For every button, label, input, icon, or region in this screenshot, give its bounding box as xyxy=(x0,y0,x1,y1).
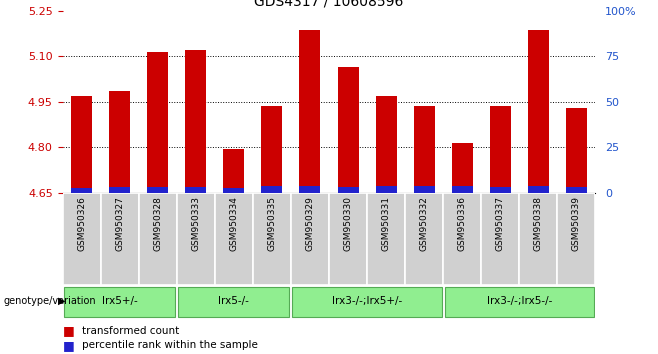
Bar xyxy=(186,50,206,193)
Bar xyxy=(109,91,130,193)
Bar xyxy=(63,193,101,285)
Text: GSM950332: GSM950332 xyxy=(420,196,428,251)
Bar xyxy=(71,188,92,193)
Bar xyxy=(64,287,175,317)
Bar xyxy=(101,193,139,285)
Bar xyxy=(71,96,92,193)
Bar xyxy=(261,185,282,193)
Text: GSM950337: GSM950337 xyxy=(496,196,505,251)
Bar xyxy=(490,106,511,193)
Bar xyxy=(445,287,594,317)
Bar xyxy=(338,188,359,193)
Text: lrx3-/-;lrx5-/-: lrx3-/-;lrx5-/- xyxy=(487,296,552,306)
Bar xyxy=(528,30,549,193)
Text: ■: ■ xyxy=(63,325,74,337)
Bar xyxy=(147,52,168,193)
Bar xyxy=(177,193,215,285)
Bar xyxy=(329,193,367,285)
Text: GSM950339: GSM950339 xyxy=(572,196,581,251)
Text: genotype/variation: genotype/variation xyxy=(3,296,96,306)
Bar xyxy=(566,108,587,193)
Bar xyxy=(261,106,282,193)
Text: transformed count: transformed count xyxy=(82,326,180,336)
Bar xyxy=(109,188,130,193)
Text: GSM950326: GSM950326 xyxy=(77,196,86,251)
Bar xyxy=(292,287,442,317)
Bar xyxy=(452,143,472,193)
Text: GSM950330: GSM950330 xyxy=(343,196,353,251)
Title: GDS4317 / 10608596: GDS4317 / 10608596 xyxy=(254,0,404,8)
Bar xyxy=(376,96,397,193)
Text: ■: ■ xyxy=(63,339,74,352)
Bar xyxy=(376,185,397,193)
Text: GSM950333: GSM950333 xyxy=(191,196,200,251)
Bar xyxy=(414,106,435,193)
Bar xyxy=(299,30,320,193)
Bar xyxy=(215,193,253,285)
Text: lrx5+/-: lrx5+/- xyxy=(102,296,138,306)
Text: ▶: ▶ xyxy=(58,296,65,306)
Text: GSM950327: GSM950327 xyxy=(115,196,124,251)
Bar xyxy=(291,193,329,285)
Bar xyxy=(452,185,472,193)
Bar xyxy=(253,193,291,285)
Text: GSM950338: GSM950338 xyxy=(534,196,543,251)
Bar xyxy=(139,193,177,285)
Bar xyxy=(414,185,435,193)
Bar xyxy=(443,193,481,285)
Text: lrx3-/-;lrx5+/-: lrx3-/-;lrx5+/- xyxy=(332,296,402,306)
Bar xyxy=(481,193,519,285)
Bar xyxy=(223,149,244,193)
Bar xyxy=(186,188,206,193)
Text: lrx5-/-: lrx5-/- xyxy=(218,296,249,306)
Bar xyxy=(223,188,244,193)
Bar xyxy=(178,287,290,317)
Bar xyxy=(367,193,405,285)
Bar xyxy=(566,188,587,193)
Text: GSM950331: GSM950331 xyxy=(382,196,391,251)
Text: GSM950336: GSM950336 xyxy=(458,196,467,251)
Bar xyxy=(528,185,549,193)
Bar xyxy=(519,193,557,285)
Text: percentile rank within the sample: percentile rank within the sample xyxy=(82,340,258,350)
Bar xyxy=(338,67,359,193)
Bar xyxy=(405,193,443,285)
Bar xyxy=(299,185,320,193)
Text: GSM950335: GSM950335 xyxy=(267,196,276,251)
Text: GSM950334: GSM950334 xyxy=(230,196,238,251)
Bar xyxy=(490,188,511,193)
Bar xyxy=(147,188,168,193)
Text: GSM950328: GSM950328 xyxy=(153,196,162,251)
Bar xyxy=(557,193,595,285)
Text: GSM950329: GSM950329 xyxy=(305,196,315,251)
